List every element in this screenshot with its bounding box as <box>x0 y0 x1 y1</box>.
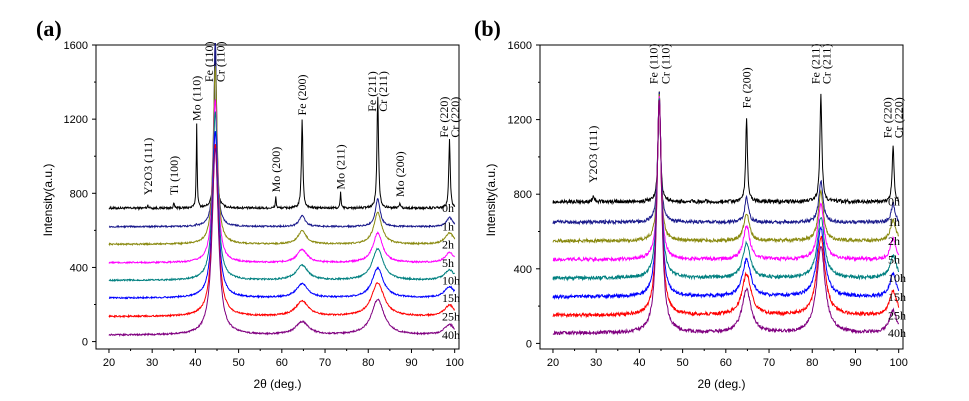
peak-annotation: Fe (211) <box>365 71 379 112</box>
peak-annotation: Mo (200) <box>269 147 283 193</box>
y-tick-label: 1600 <box>64 40 88 52</box>
y-tick-label: 400 <box>514 264 532 276</box>
series-line-15h <box>552 100 900 300</box>
series-label: 1h <box>888 215 900 229</box>
x-tick-label: 30 <box>590 357 602 369</box>
series-line-10h <box>552 98 900 282</box>
x-tick-label: 100 <box>445 357 463 369</box>
x-tick-label: 20 <box>103 357 115 369</box>
y-tick-label: 0 <box>526 338 532 350</box>
series-label: 1h <box>442 220 454 234</box>
peak-annotation: Fe (110) <box>202 42 216 83</box>
panel-a: (a) 20 30 40 50 60 70 80 90 100 0 400 800 1200 1600 2θ … <box>36 16 464 391</box>
series-label: 40h <box>442 328 460 342</box>
peak-annotation: Cr (220) <box>892 97 906 138</box>
x-tick-label: 90 <box>405 357 417 369</box>
x-tick-label: 60 <box>276 357 288 369</box>
peak-annotation: Cr (220) <box>448 97 462 138</box>
series-label: 0h <box>442 201 454 215</box>
y-tick-label: 0 <box>82 337 88 349</box>
series-label: 15h <box>888 290 906 304</box>
peak-annotation: Cr (110) <box>213 42 227 83</box>
y-tick-label: 800 <box>514 189 532 201</box>
panel-label: (b) <box>474 16 501 41</box>
x-axis-title: 2θ (deg.) <box>253 377 301 391</box>
series-label: 10h <box>442 273 460 287</box>
series-line-40h <box>552 99 900 336</box>
x-tick-label: 40 <box>633 357 645 369</box>
peak-annotation: Y2O3 (111) <box>141 138 155 195</box>
peak-annotation: Mo (211) <box>334 144 348 189</box>
series-label: 2h <box>888 234 900 248</box>
x-tick-label: 50 <box>676 357 688 369</box>
y-axis-title: Intensity(a.u.) <box>41 164 55 237</box>
peak-annotation: Y2O3 (111) <box>586 126 600 183</box>
series-label: 5h <box>888 252 900 266</box>
y-tick-label: 800 <box>70 188 88 200</box>
x-tick-label: 70 <box>319 357 331 369</box>
x-tick-label: 70 <box>763 357 775 369</box>
series-label: 0h <box>888 195 900 209</box>
panel-b: (b) 20 30 40 50 60 70 80 90 100 0 400 800 1200 1600 2θ … <box>474 16 908 391</box>
series-line-5h <box>552 96 900 263</box>
x-tick-label: 30 <box>146 357 158 369</box>
peak-annotation: Fe (220) <box>437 97 451 138</box>
series-label: 10h <box>888 271 906 285</box>
series-group <box>552 91 900 336</box>
peak-annotation: Fe (200) <box>740 67 754 108</box>
series-label: 5h <box>442 256 454 270</box>
y-tick-label: 400 <box>70 262 88 274</box>
x-tick-label: 80 <box>806 357 818 369</box>
series-line-40h <box>108 147 456 337</box>
series-label: 40h <box>888 326 906 340</box>
x-tick-label: 40 <box>189 357 201 369</box>
series-label: 25h <box>442 310 460 324</box>
x-tick-label: 80 <box>362 357 374 369</box>
series-line-2h <box>108 65 456 247</box>
peak-annotation: Fe (110) <box>647 44 661 85</box>
series-line-2h <box>552 94 900 245</box>
y-tick-label: 1200 <box>508 115 532 127</box>
plot-frame <box>95 44 460 350</box>
series-line-25h <box>552 100 900 319</box>
peak-annotation: Mo (200) <box>393 151 407 197</box>
series-line-0h <box>552 91 900 206</box>
panel-label: (a) <box>36 16 62 41</box>
y-tick-label: 1600 <box>508 40 532 52</box>
peak-annotation: Fe (220) <box>880 97 894 138</box>
y-axis-title: Intensity(a.u.) <box>484 164 498 237</box>
peak-annotation: Cr (110) <box>658 44 672 85</box>
series-label: 2h <box>442 237 454 251</box>
x-tick-label: 60 <box>720 357 732 369</box>
series-line-15h <box>108 131 456 300</box>
series-line-5h <box>108 99 455 265</box>
series-line-1h <box>108 43 456 229</box>
x-tick-label: 90 <box>849 357 861 369</box>
series-line-25h <box>108 143 456 319</box>
peak-annotation: Fe (200) <box>295 74 309 115</box>
x-tick-label: 100 <box>889 357 907 369</box>
peak-annotation: Ti (100) <box>167 156 181 195</box>
y-tick-label: 1200 <box>64 114 88 126</box>
series-group <box>108 43 456 337</box>
peak-annotation: Mo (110) <box>190 76 204 121</box>
x-axis-title: 2θ (deg.) <box>697 377 745 391</box>
peak-annotation: Cr (211) <box>376 71 390 112</box>
x-tick-label: 20 <box>547 357 559 369</box>
series-line-0h <box>108 43 456 212</box>
series-label: 25h <box>888 308 906 322</box>
peak-annotation: Fe (211) <box>808 44 822 85</box>
plot-frame <box>539 44 904 350</box>
series-line-10h <box>108 111 456 283</box>
series-line-1h <box>552 91 900 226</box>
peak-annotation: Cr (211) <box>820 44 834 85</box>
series-label: 15h <box>442 291 460 305</box>
x-tick-label: 50 <box>232 357 244 369</box>
